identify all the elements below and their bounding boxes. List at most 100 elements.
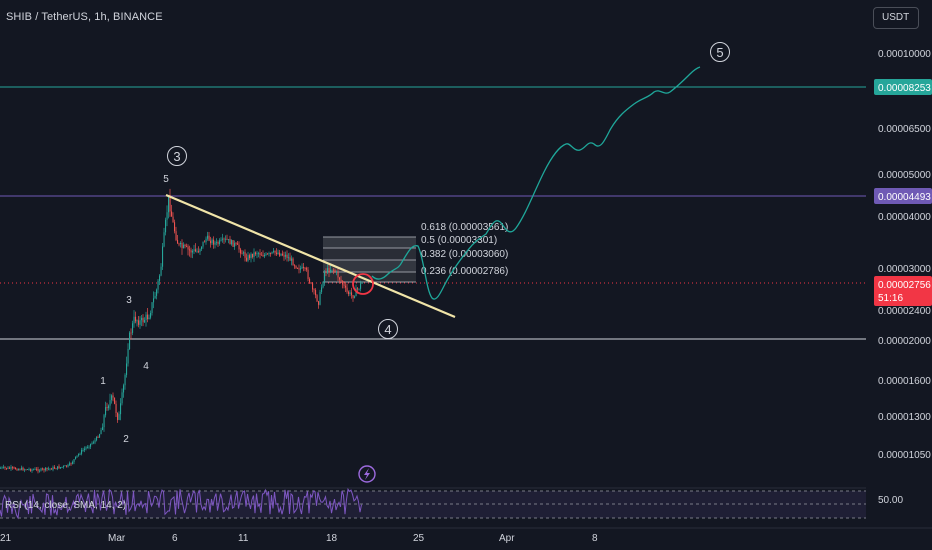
candle-body [256, 253, 258, 255]
candle-body [282, 253, 284, 256]
minor-wave-1[interactable]: 1 [100, 376, 106, 387]
candle-body [351, 292, 353, 296]
candle-body [345, 285, 347, 288]
price-badge-green [874, 79, 932, 95]
candle-body [195, 249, 197, 252]
price-axis[interactable]: 0.00010000 0.00006500 0.00005000 0.00004… [866, 0, 932, 528]
candle-body [325, 272, 327, 273]
candle-body [265, 253, 267, 256]
candle-body [108, 405, 110, 409]
rsi-indicator-label[interactable]: RSI (14, close, SMA, 14, 2) [5, 500, 127, 511]
candle-body [199, 249, 201, 252]
fib-label-618: 0.618 (0.00003561) [421, 222, 508, 233]
candle-body [306, 268, 308, 270]
candle-body [102, 427, 104, 430]
candle-body [340, 279, 342, 282]
elliott-major-5[interactable]: 5 [710, 42, 730, 62]
time-axis[interactable]: 21 Mar 6 11 18 25 Apr 8 [0, 527, 932, 544]
candle-body [166, 212, 168, 220]
candle-body [234, 243, 236, 247]
time-label-4: 18 [326, 533, 338, 544]
rsi-line [0, 487, 362, 520]
currency-button[interactable]: USDT [873, 7, 919, 29]
candle-body [330, 270, 332, 273]
candle-body [192, 250, 194, 253]
symbol-title[interactable]: SHIB / TetherUS, 1h, BINANCE [6, 11, 163, 23]
time-label-6: Apr [499, 533, 515, 544]
elliott-major-4[interactable]: 4 [378, 319, 398, 339]
candle-body [238, 244, 240, 250]
candle-body [172, 216, 174, 223]
descending-trendline[interactable] [165, 193, 456, 319]
candle-body [304, 268, 306, 269]
candle-body [223, 238, 225, 240]
elliott-major-3[interactable]: 3 [167, 146, 187, 166]
wave-label-3: 3 [173, 149, 180, 164]
candle-body [148, 317, 150, 320]
candle-body [181, 243, 183, 249]
candle-body [46, 467, 48, 469]
minor-wave-3[interactable]: 3 [126, 295, 132, 306]
price-label-4: 0.00003000 [878, 264, 931, 275]
candle-body [177, 240, 179, 244]
candle-body [106, 407, 108, 409]
candle-body [309, 278, 311, 283]
candle-body [91, 442, 93, 444]
rsi-pane[interactable] [0, 487, 932, 520]
fib-label-236: 0.236 (0.00002786) [421, 266, 508, 277]
candlestick-series[interactable] [0, 188, 363, 474]
lightning-icon[interactable] [358, 465, 376, 483]
candle-body [58, 466, 60, 469]
minor-wave-2[interactable]: 2 [123, 434, 129, 445]
candle-body [184, 244, 186, 247]
candle-body [162, 246, 164, 267]
minor-wave-5[interactable]: 5 [163, 174, 169, 185]
candle-body [333, 269, 335, 271]
candle-body [360, 283, 362, 289]
candle-body [183, 244, 185, 249]
candle-body [66, 465, 68, 467]
candle-body [240, 249, 242, 254]
price-label-0: 0.00010000 [878, 49, 931, 60]
candle-body [19, 469, 21, 470]
candle-body [354, 296, 356, 298]
candle-body [222, 238, 224, 240]
candle-body [144, 319, 146, 323]
candle-body [112, 395, 114, 398]
candle-body [174, 222, 176, 232]
candle-body [271, 251, 273, 254]
candle-body [270, 253, 272, 254]
fib-zone-500-382 [323, 248, 416, 260]
time-label-1: Mar [108, 533, 126, 544]
candle-body [208, 235, 210, 241]
candle-body [135, 316, 137, 322]
candle-body [301, 266, 303, 269]
candle-body [153, 298, 155, 303]
candle-body [85, 447, 87, 449]
candle-body [7, 467, 9, 469]
candle-body [307, 269, 309, 279]
projection-path[interactable] [371, 66, 701, 300]
candle-body [288, 257, 290, 259]
candle-body [175, 231, 177, 241]
candle-body [243, 252, 245, 254]
minor-wave-4[interactable]: 4 [143, 361, 149, 372]
candle-body [237, 243, 239, 245]
countdown-text: 51:16 [878, 293, 903, 304]
rsi-axis-value: 50.00 [878, 495, 903, 506]
price-label-9: 0.00001050 [878, 450, 931, 461]
candle-body [165, 219, 167, 233]
candle-body [292, 258, 294, 266]
candle-body [259, 253, 261, 255]
candle-body [241, 253, 243, 255]
candle-body [264, 255, 266, 257]
candle-body [310, 282, 312, 284]
candle-body [334, 269, 336, 273]
breakout-circle[interactable] [352, 273, 374, 295]
candle-body [207, 235, 209, 239]
candle-body [127, 349, 129, 364]
price-badge-purple-text: 0.00004493 [878, 192, 931, 203]
candle-body [273, 250, 275, 252]
candle-body [250, 253, 252, 258]
